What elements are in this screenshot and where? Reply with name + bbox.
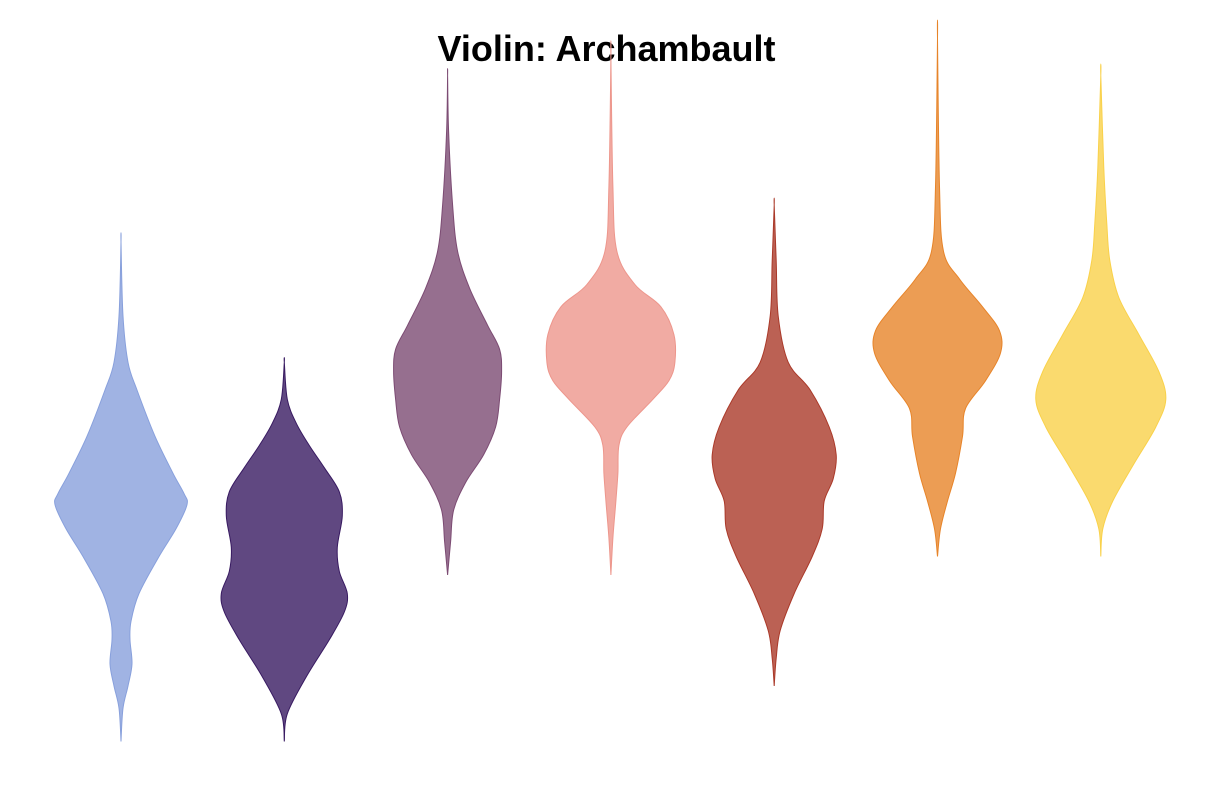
violin-1 <box>54 232 188 742</box>
violin-6 <box>872 19 1003 557</box>
violin-3 <box>393 68 503 576</box>
chart-title: Violin: Archambault <box>437 28 776 69</box>
violin-2 <box>220 357 349 742</box>
violin-7 <box>1035 63 1167 557</box>
violin-5 <box>711 197 837 687</box>
violin-4 <box>545 40 677 576</box>
